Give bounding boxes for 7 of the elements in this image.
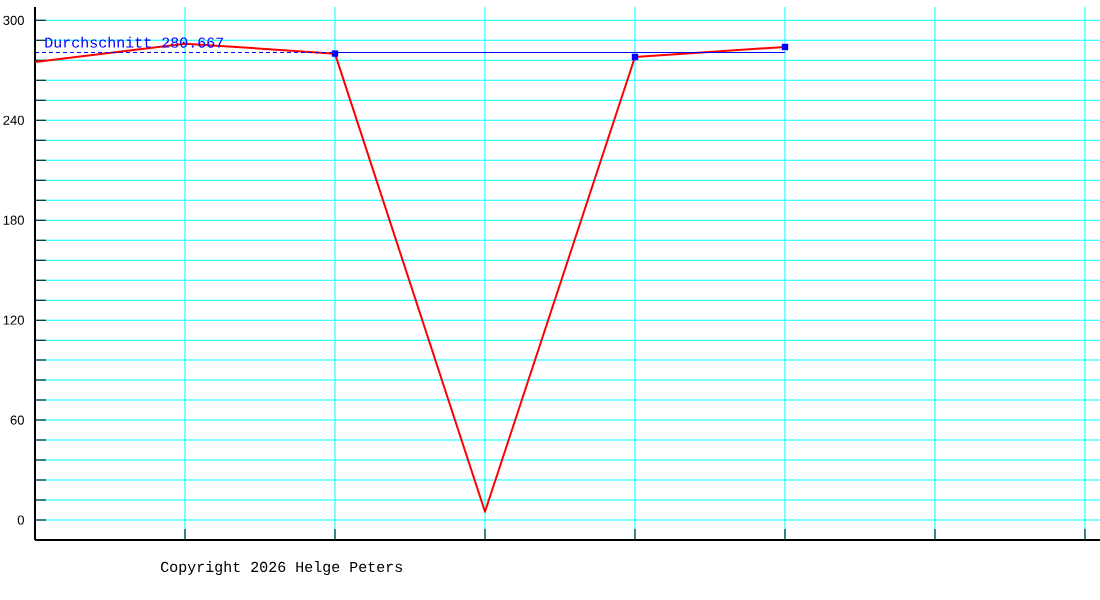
y-tick-label: 60 [10,415,24,425]
y-tick-label: 120 [3,315,24,325]
text: Copyright 2026 Helge Peters [161,561,402,575]
y-tick-label: 240 [3,115,24,125]
y-tick-label: 300 [3,15,24,25]
y-tick-label: 180 [3,215,24,225]
y-tick-label: 0 [17,515,24,525]
